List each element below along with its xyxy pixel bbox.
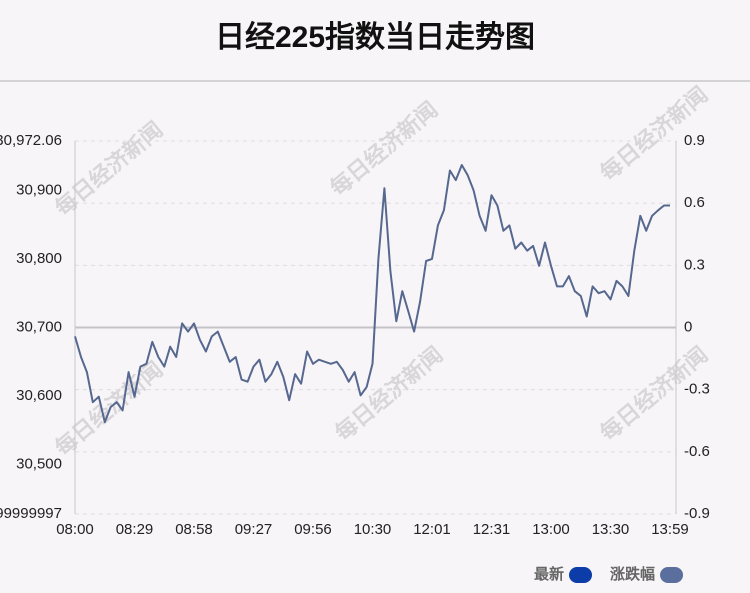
y-tick-label: 30,600 (16, 387, 62, 404)
y-tick-label: 30,972.06 (0, 132, 62, 149)
legend-label: 涨跌幅 (610, 565, 655, 583)
x-tick-label: 12:31 (473, 521, 511, 538)
y-tick-label: 30,427.9399999997 (0, 505, 62, 522)
y2-tick-label: -0.3 (684, 381, 710, 398)
x-tick-label: 08:58 (175, 521, 213, 538)
y2-tick-label: 0.3 (684, 256, 705, 273)
y-tick-label: 30,500 (16, 456, 62, 473)
x-tick-label: 08:00 (56, 521, 94, 538)
y2-tick-label: 0.9 (684, 132, 705, 149)
x-tick-label: 12:01 (413, 521, 451, 538)
legend-label: 最新 (534, 565, 564, 583)
y2-tick-label: -0.9 (684, 505, 710, 522)
y2-tick-label: 0 (684, 318, 692, 335)
y-tick-label: 30,700 (16, 318, 62, 335)
legend-swatch (569, 567, 593, 583)
x-tick-label: 13:59 (651, 521, 689, 538)
chart-title: 日经225指数当日走势图 (215, 20, 535, 54)
y-tick-label: 30,800 (16, 250, 62, 267)
y2-tick-label: 0.6 (684, 194, 705, 211)
x-tick-label: 09:27 (235, 521, 273, 538)
x-tick-label: 10:30 (354, 521, 392, 538)
x-tick-label: 08:29 (116, 521, 154, 538)
x-tick-label: 13:00 (532, 521, 570, 538)
price-line (74, 164, 670, 424)
y2-tick-label: -0.6 (684, 443, 710, 460)
legend-swatch (660, 567, 684, 583)
y-tick-label: 30,900 (16, 181, 62, 198)
x-tick-label: 13:30 (592, 521, 630, 538)
x-tick-label: 09:56 (294, 521, 332, 538)
